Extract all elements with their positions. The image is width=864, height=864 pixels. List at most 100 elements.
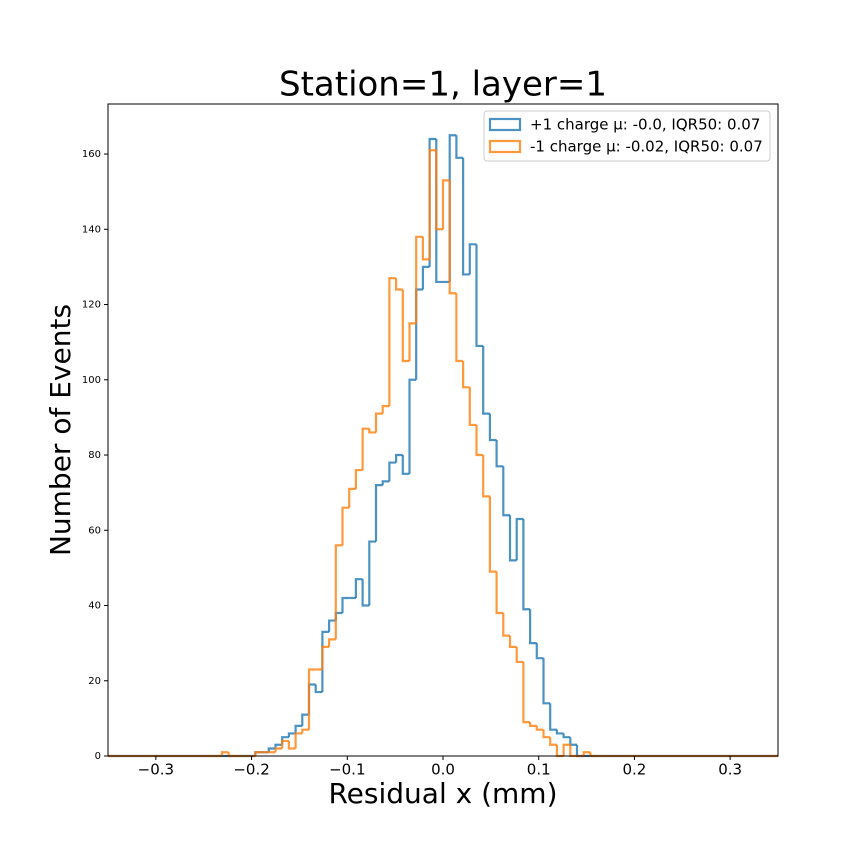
y-tick-label: 80: [88, 450, 101, 461]
y-tick-label: 0: [95, 751, 101, 762]
x-tick-label: 0.1: [527, 761, 551, 779]
histogram-step: [381, 405, 390, 414]
histogram-step: [488, 496, 497, 573]
histogram-step: [314, 684, 323, 694]
histogram-step: [555, 729, 564, 735]
histogram-step: [301, 713, 309, 726]
histogram-step: [542, 658, 551, 705]
histogram-step: [562, 743, 571, 756]
histogram-step: [301, 728, 309, 734]
histogram-step: [589, 752, 598, 758]
histogram-step: [281, 739, 289, 749]
legend-swatch: [488, 117, 522, 132]
histogram-step: [267, 747, 276, 753]
histogram-step: [341, 596, 350, 614]
histogram-step: [348, 487, 356, 508]
histogram-step: [421, 236, 430, 261]
histogram-step: [321, 645, 330, 670]
histogram-step: [488, 413, 497, 442]
histogram-step: [435, 150, 443, 231]
histogram-step: [294, 732, 303, 749]
histogram-step: [401, 455, 410, 475]
histogram-step: [468, 243, 477, 275]
histogram-step: [448, 180, 457, 295]
y-tick-label: 160: [82, 149, 101, 160]
histogram-step: [361, 579, 370, 607]
x-tick-label: 0.3: [718, 761, 742, 779]
histogram-step: [515, 646, 524, 664]
chart-title: Station=1, layer=1: [279, 65, 607, 105]
histogram-step: [374, 412, 383, 433]
histogram-step: [475, 244, 484, 348]
histogram-step: [334, 544, 343, 640]
x-tick-label: −0.1: [329, 761, 365, 779]
histogram-step: [401, 289, 410, 363]
histogram-step: [522, 661, 531, 724]
histogram-step: [388, 277, 397, 407]
legend-swatch: [488, 139, 522, 154]
histogram-step: [287, 740, 296, 750]
histogram-step: [482, 345, 490, 415]
x-tick-label: 0.0: [431, 761, 455, 779]
histogram-step: [495, 439, 504, 468]
histogram-step: [462, 360, 470, 389]
histogram-step: [529, 722, 537, 728]
histogram-step: [549, 703, 557, 731]
histogram-step: [368, 540, 376, 606]
histogram-step: [321, 630, 330, 693]
histogram-step: [462, 157, 470, 276]
histogram-step: [354, 468, 363, 489]
histogram-step: [388, 461, 397, 482]
histogram-step: [515, 517, 524, 561]
histogram-step: [361, 427, 370, 471]
histogram-step: [381, 480, 390, 486]
y-tick-label: 140: [82, 224, 101, 235]
y-tick-label: 120: [82, 300, 101, 311]
y-tick-label: 100: [82, 375, 101, 386]
histogram-step: [328, 619, 336, 632]
histogram-step: [254, 751, 263, 756]
histogram-step: [274, 743, 283, 749]
x-tick-label: 0.2: [622, 761, 646, 779]
histogram-step: [482, 455, 490, 498]
x-axis-label: Residual x (mm): [328, 777, 557, 810]
legend-label: -1 charge μ: -0.02, IQR50: 0.07: [530, 138, 763, 156]
x-tick-label: −0.2: [233, 761, 269, 779]
histogram-step: [421, 265, 430, 290]
histogram-step: [395, 278, 403, 291]
histogram-step: [395, 453, 403, 463]
histogram-step: [220, 751, 229, 756]
histogram-step: [508, 635, 517, 648]
histogram-step: [475, 424, 484, 457]
histogram-step: [549, 737, 557, 746]
histogram-step: [307, 668, 316, 730]
histogram-step: [428, 149, 437, 260]
histogram-step: [294, 724, 303, 734]
histogram-step: [441, 179, 450, 230]
histogram-step: [522, 518, 531, 611]
y-tick-label: 20: [88, 676, 101, 687]
histogram-step: [408, 322, 417, 361]
histogram-step: [529, 609, 537, 645]
histogram-step: [341, 506, 350, 546]
histogram-step: [495, 571, 504, 615]
histogram-step: [535, 725, 544, 731]
histogram-step: [468, 387, 477, 427]
histogram-step: [582, 751, 591, 756]
histogram-step: [542, 729, 551, 739]
histogram-step: [408, 378, 417, 474]
y-tick-label: 40: [88, 601, 101, 612]
histogram-step: [374, 484, 383, 542]
x-tick-label: −0.3: [138, 761, 174, 779]
histogram-step: [354, 578, 363, 598]
histogram-step: [415, 235, 423, 324]
y-axis-label: Number of Events: [44, 304, 77, 556]
histogram-step: [535, 643, 544, 660]
histogram-step: [455, 293, 464, 363]
histogram-step: [502, 466, 510, 517]
histogram-step: [508, 515, 517, 562]
histogram-step: [455, 135, 464, 159]
histogram-step: [274, 747, 283, 753]
